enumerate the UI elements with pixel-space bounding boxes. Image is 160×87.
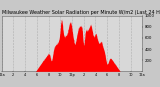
Text: Milwaukee Weather Solar Radiation per Minute W/m2 (Last 24 Hours): Milwaukee Weather Solar Radiation per Mi…	[2, 10, 160, 15]
